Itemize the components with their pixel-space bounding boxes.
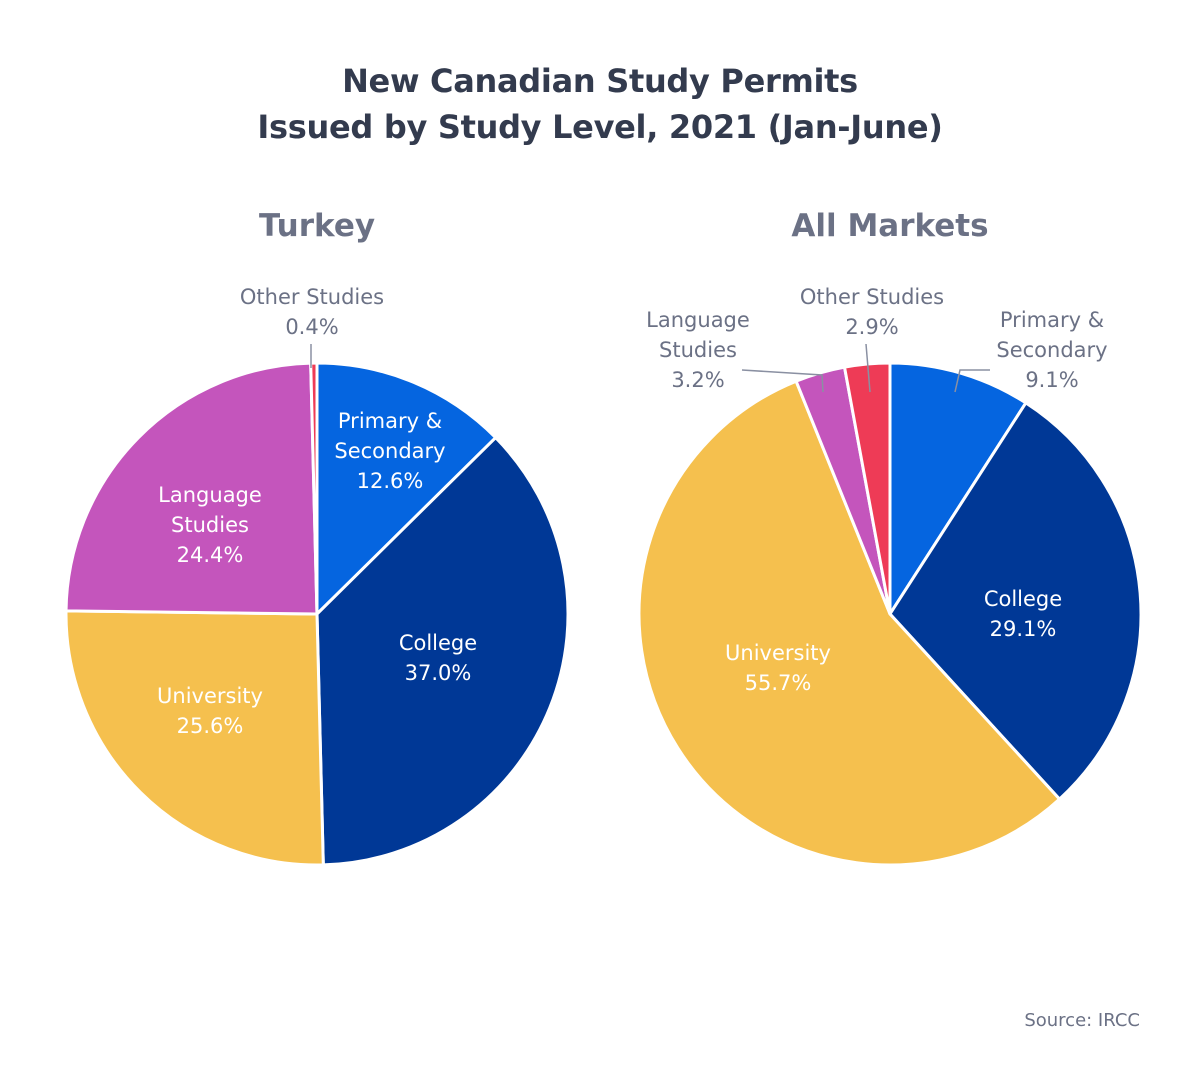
data-label-turkey-language-studies: Language Studies 24.4%	[158, 483, 262, 567]
data-label-turkey-primary-secondary: Primary & Secondary 12.6%	[334, 409, 445, 493]
chart-title-line-1: New Canadian Study Permits	[342, 62, 858, 100]
data-label-turkey-university: University 25.6%	[157, 684, 263, 738]
pie-subtitle-turkey: Turkey	[259, 208, 375, 244]
chart-title: New Canadian Study Permits Issued by Stu…	[0, 58, 1200, 150]
leader-line-all-markets-other-studies	[865, 343, 871, 393]
pie-slice-turkey-college	[315, 436, 570, 867]
data-label-turkey-other-studies: Other Studies 0.4%	[240, 285, 384, 339]
pie-slice-turkey-primary-secondary	[315, 361, 498, 616]
chart-title-line-2: Issued by Study Level, 2021 (Jan-June)	[257, 108, 943, 146]
leader-line-all-markets-primary-secondary	[954, 369, 990, 393]
pie-slice-all-markets-primary-secondary	[888, 361, 1028, 616]
pie-subtitle-all-markets: All Markets	[791, 208, 988, 244]
data-label-all-markets-college: College 29.1%	[984, 587, 1062, 641]
pie-chart-turkey: Turkey Primary & Secondary 12.6% College 37.0…	[64, 208, 570, 867]
data-label-all-markets-language-studies: Language Studies 3.2%	[646, 308, 750, 392]
pie-chart-all-markets: All Markets Primary & Secondary 9.1% College…	[637, 208, 1143, 867]
source-note: Source: IRCC	[1024, 1010, 1140, 1031]
pie-slice-all-markets-university	[637, 379, 1062, 867]
pie-slice-turkey-university	[64, 609, 325, 867]
leader-line-all-markets-language-studies	[741, 369, 824, 393]
data-label-all-markets-other-studies: Other Studies 2.9%	[800, 285, 944, 339]
pie-slice-all-markets-college	[888, 401, 1143, 801]
data-label-all-markets-university: University 55.7%	[725, 641, 831, 695]
pie-slice-turkey-language-studies	[64, 361, 319, 616]
data-label-turkey-college: College 37.0%	[399, 631, 477, 685]
data-label-all-markets-primary-secondary: Primary & Secondary 9.1%	[996, 308, 1107, 392]
